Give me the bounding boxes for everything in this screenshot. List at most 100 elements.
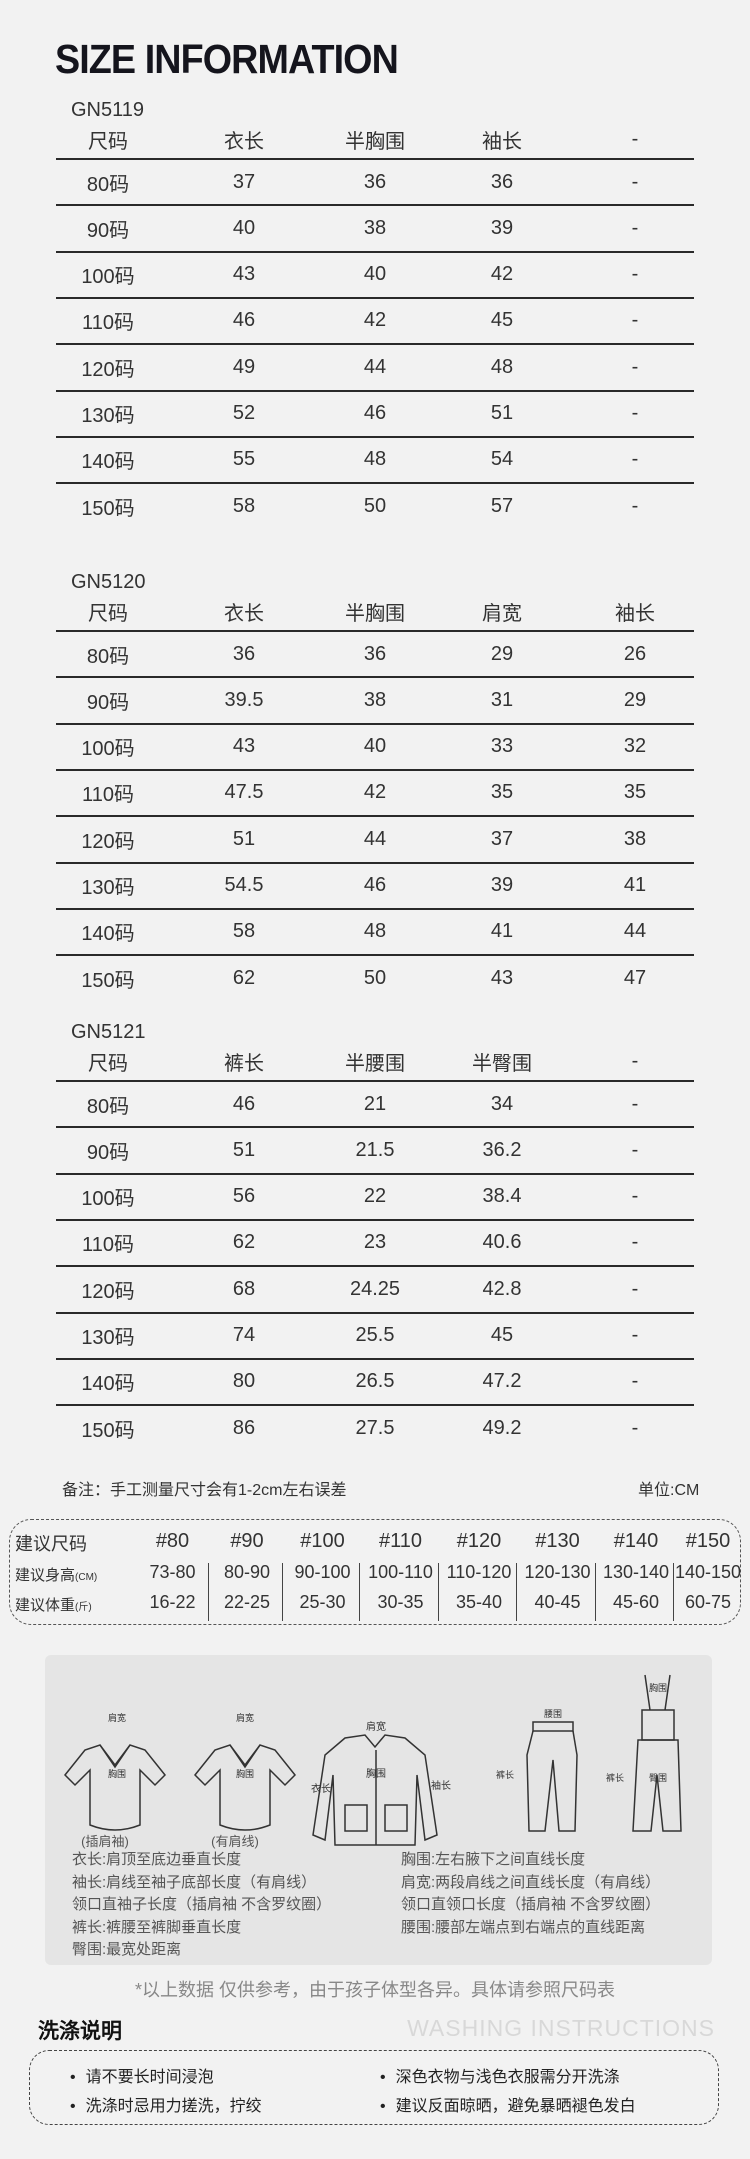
table-cell: 130码 bbox=[81, 405, 135, 427]
table-cell: 49 bbox=[232, 355, 256, 378]
column-header: 半臀围 bbox=[472, 1052, 532, 1075]
table-cell: 27.5 bbox=[355, 1416, 395, 1439]
table-cell: 39.5 bbox=[224, 688, 264, 711]
table-cell: 100码 bbox=[81, 266, 135, 289]
table-row: 140码 58 48 41 44 bbox=[56, 907, 694, 954]
table-cell: 50 bbox=[363, 494, 387, 517]
table-cell: - bbox=[631, 263, 639, 286]
table-cell: - bbox=[631, 494, 639, 517]
suggest-sizes-cell: #110 bbox=[378, 1530, 422, 1552]
table-header: 尺码 衣长 半胸围 袖长 - bbox=[56, 124, 694, 154]
table-cell: 29 bbox=[623, 688, 647, 711]
suggest-heights-cell: 110-120 bbox=[446, 1562, 512, 1582]
table-cell: 62 bbox=[232, 1231, 256, 1254]
suggest-sizes-cell: #100 bbox=[300, 1530, 345, 1552]
column-header: 衣长 bbox=[224, 130, 264, 153]
table-cell: 26 bbox=[623, 642, 647, 665]
suggest-heights-cell: 120-130 bbox=[524, 1562, 591, 1582]
table-cell: 35 bbox=[490, 781, 514, 804]
table-cell: - bbox=[631, 1185, 639, 1208]
product-code: GN5120 bbox=[71, 571, 146, 593]
table-cell: 74 bbox=[232, 1324, 256, 1346]
pants-illustration bbox=[526, 1721, 578, 1832]
table-row: 90码 40 38 39 - bbox=[56, 204, 694, 250]
table-cell: 35 bbox=[623, 781, 647, 804]
table-cell: 36.2 bbox=[482, 1138, 522, 1161]
suggest-heights-cell: 130-140 bbox=[602, 1562, 670, 1582]
washing-item: 请不要长时间浸泡 bbox=[70, 2063, 214, 2087]
table-cell: 26.5 bbox=[355, 1370, 395, 1393]
table-cell: 36 bbox=[490, 170, 514, 193]
table-cell: 52 bbox=[232, 402, 256, 424]
table-cell: 24.25 bbox=[349, 1277, 401, 1300]
table-cell: 110码 bbox=[82, 784, 134, 807]
table-cell: 46 bbox=[232, 1092, 256, 1115]
suggest-heights-cell: 80-90 bbox=[223, 1562, 271, 1582]
definition: 领口直领口长度（插肩袖 不含罗纹圈） bbox=[401, 1896, 661, 1913]
definition: 腰围:腰部左端点到右端点的直线距离 bbox=[401, 1918, 646, 1936]
raglan-caption: (插肩袖) bbox=[81, 1834, 129, 1849]
column-header: 袖长 bbox=[482, 130, 522, 153]
table-cell: 48 bbox=[490, 355, 514, 378]
table-cell: 55 bbox=[232, 448, 256, 471]
table-row: 90码 51 21.5 36.2 - bbox=[56, 1126, 694, 1172]
table-cell: 150码 bbox=[81, 497, 135, 520]
suggest-heights-cell: 90-100 bbox=[294, 1562, 351, 1582]
column-header: 半胸围 bbox=[345, 602, 405, 625]
shoulder-label: 肩宽 bbox=[107, 1713, 127, 1723]
table-row: 140码 80 26.5 47.2 - bbox=[56, 1357, 694, 1404]
column-header: 半胸围 bbox=[345, 130, 405, 153]
table-cell: 54.5 bbox=[224, 874, 264, 896]
table-row: 100码 56 22 38.4 - bbox=[56, 1172, 694, 1219]
table-cell: - bbox=[631, 355, 639, 378]
table-cell: 42 bbox=[363, 781, 387, 804]
table-cell: 45 bbox=[490, 309, 514, 332]
chest-label: 胸围 bbox=[366, 1769, 386, 1780]
table-cell: 48 bbox=[363, 920, 387, 943]
table-cell: 47.2 bbox=[482, 1370, 522, 1393]
suggest-weights-cell: 60-75 bbox=[684, 1592, 732, 1612]
table-cell: 22 bbox=[363, 1185, 387, 1208]
definition: 肩宽:两段肩线之间直线长度（有肩线） bbox=[401, 1873, 661, 1891]
suggest-weights-cell: 25-30 bbox=[299, 1592, 346, 1612]
garment-diagrams bbox=[63, 1674, 682, 1846]
table-cell: 150码 bbox=[81, 969, 135, 992]
suggest-weights-cell: 30-35 bbox=[377, 1592, 424, 1612]
table-cell: - bbox=[631, 1092, 639, 1115]
table-cell: 34 bbox=[490, 1092, 514, 1115]
table-cell: 36 bbox=[363, 170, 387, 193]
column-header: 肩宽 bbox=[482, 602, 522, 625]
table-cell: - bbox=[631, 448, 639, 471]
measurement-note: 备注：手工测量尺寸会有1-2cm左右误差 bbox=[62, 1482, 347, 1499]
product-code: GN5121 bbox=[71, 1021, 146, 1043]
table-row: 150码 86 27.5 49.2 - bbox=[56, 1404, 694, 1450]
table-cell: 120码 bbox=[81, 830, 135, 853]
overalls-illustration bbox=[632, 1674, 682, 1832]
column-header: 尺码 bbox=[88, 1052, 128, 1075]
column-divider bbox=[673, 1563, 674, 1621]
table-cell: 51 bbox=[490, 402, 514, 424]
table-cell: 43 bbox=[232, 735, 256, 758]
column-header: 尺码 bbox=[88, 602, 128, 625]
definition: 胸围:左右腋下之间直线长度 bbox=[401, 1851, 586, 1868]
table-cell: 46 bbox=[232, 309, 256, 332]
table-row: 120码 51 44 37 38 bbox=[56, 815, 694, 861]
chest-label: 胸围 bbox=[235, 1769, 255, 1779]
table-cell: 42.8 bbox=[482, 1277, 522, 1300]
chest-label: 胸围 bbox=[648, 1683, 668, 1693]
suggest-weights-cell: 35-40 bbox=[455, 1592, 503, 1612]
table-cell: 44 bbox=[363, 827, 387, 850]
table-cell: 36 bbox=[232, 642, 256, 665]
table-cell: 47.5 bbox=[224, 781, 264, 804]
suggest-row-label-unit: (CM) bbox=[75, 1572, 98, 1583]
column-header: 尺码 bbox=[88, 130, 128, 153]
product-code: GN5119 bbox=[71, 99, 145, 121]
page-title: SIZE INFORMATION bbox=[55, 36, 399, 82]
table-cell: 80码 bbox=[86, 173, 130, 196]
table-row: 130码 52 46 51 - bbox=[56, 389, 694, 436]
suggest-row-label-main: 建议体重 bbox=[15, 1597, 76, 1614]
table-cell: 39 bbox=[490, 216, 514, 239]
table-cell: 31 bbox=[490, 688, 514, 711]
definition: 袖长:肩线至袖子底部长度（有肩线） bbox=[72, 1873, 317, 1891]
table-cell: 110码 bbox=[82, 312, 134, 335]
